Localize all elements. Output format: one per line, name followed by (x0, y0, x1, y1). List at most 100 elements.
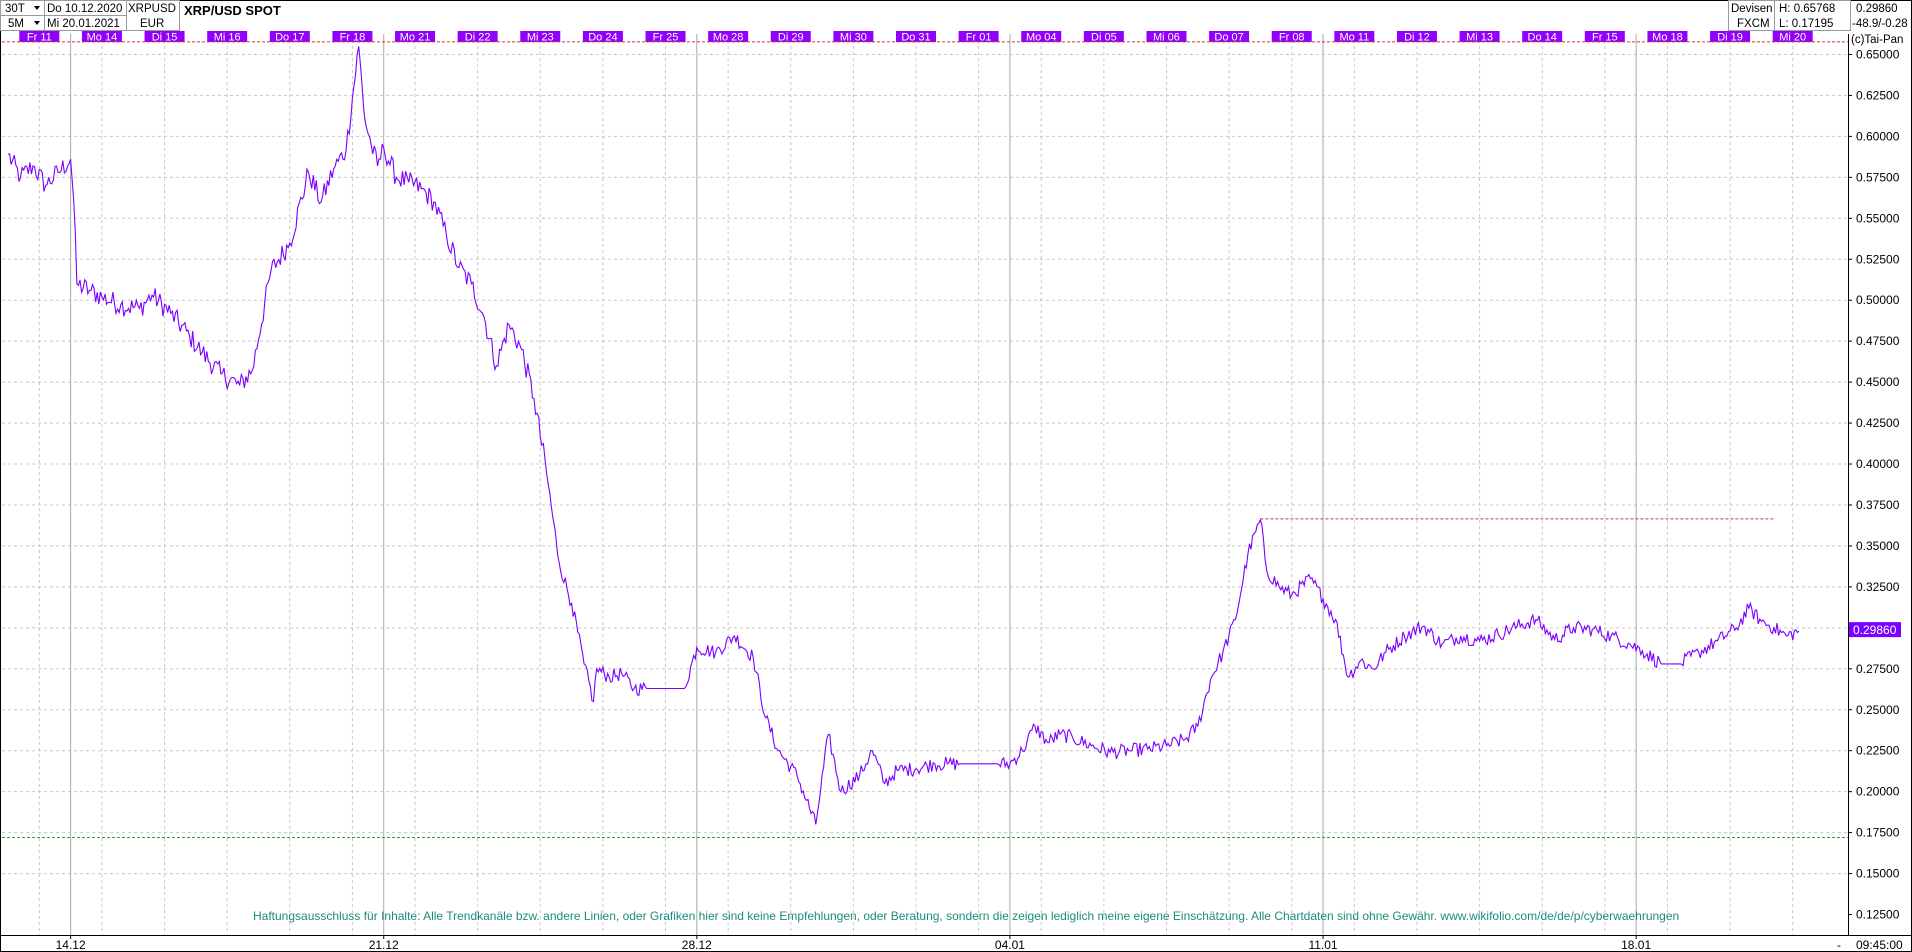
market: Devisen (1731, 3, 1773, 15)
day-label-bg (19, 31, 60, 42)
day-label: Fr 25 (653, 32, 679, 44)
x-axis: 14.12 21.12 28.12 04.01 11.01 18.01 (56, 935, 1651, 952)
day-label: Mo 11 (1339, 32, 1369, 44)
day-label: Mi 13 (1466, 32, 1493, 44)
source: FXCM (1737, 18, 1770, 30)
currency: EUR (140, 18, 164, 30)
header-bar: 30T 5M Do 10.12.2020 Mi 20.01.2021 XRPUS… (0, 0, 1908, 46)
disclaimer-text: Haftungsausschluss für Inhalte: Alle Tre… (253, 909, 1679, 923)
dropdown-arrow-icon[interactable] (34, 21, 40, 25)
day-label-bg (770, 31, 811, 42)
last-value-badge-bg (1849, 622, 1901, 638)
y-tick-label: 0.57500 (1856, 170, 1900, 184)
y-tick-label: 0.27500 (1856, 662, 1900, 676)
day-labels: Fr 11 Mo 14 Di 15 Mi 16 Do 17 Fr 18 Mo 21 Di 22… (19, 31, 1813, 44)
day-label-bg (1647, 31, 1688, 42)
y-tick-label: 0.17500 (1856, 826, 1900, 840)
day-label: Di 19 (1717, 32, 1743, 44)
y-tick-label: 0.42500 (1856, 416, 1900, 430)
day-label-bg (1396, 31, 1437, 42)
day-label: Mi 20 (1779, 32, 1806, 44)
y-tick-label: 0.55000 (1856, 211, 1900, 225)
day-label: Di 22 (465, 32, 491, 44)
day-label-bg (1584, 31, 1625, 42)
date-to: Mi 20.01.2021 (47, 18, 120, 30)
day-label: Mo 04 (1026, 32, 1057, 44)
day-label-bg (81, 31, 122, 42)
day-label: Di 12 (1404, 32, 1430, 44)
y-tick-label: 0.65000 (1856, 47, 1900, 61)
y-tick-label: 0.25000 (1856, 703, 1900, 717)
level-lines (2, 41, 1848, 839)
day-label: Do 14 (1528, 32, 1557, 44)
day-label: Do 17 (275, 32, 304, 44)
footer-dash: - (1837, 938, 1841, 952)
x-tick-label: 14.12 (56, 938, 86, 952)
symbol: XRPUSD (128, 3, 176, 15)
day-label-bg (645, 31, 686, 42)
y-tick-label: 0.37500 (1856, 498, 1900, 512)
interval-primary: 30T (5, 3, 25, 15)
day-label-bg (958, 31, 999, 42)
y-tick-label: 0.35000 (1856, 539, 1900, 553)
day-label-bg (1146, 31, 1187, 42)
change-value: -48.9/-0.28 (1852, 18, 1908, 30)
day-label-bg (520, 31, 561, 42)
last-value-badge-text: 0.29860 (1853, 623, 1897, 637)
day-label-bg (1710, 31, 1751, 42)
day-label: Mo 18 (1652, 32, 1683, 44)
x-tick-label: 18.01 (1621, 938, 1651, 952)
x-tick-label: 28.12 (682, 938, 712, 952)
y-tick-label: 0.62500 (1856, 88, 1900, 102)
y-tick-label: 0.40000 (1856, 457, 1900, 471)
day-label-bg (332, 31, 373, 42)
day-label: Mo 28 (713, 32, 744, 44)
last-value-badge: 0.29860 (1849, 622, 1901, 638)
interval-secondary: 5M (8, 18, 24, 30)
day-label: Do 31 (901, 32, 930, 44)
dropdown-arrow-icon[interactable] (34, 6, 40, 10)
day-label-bg (1083, 31, 1124, 42)
day-label: Di 15 (152, 32, 178, 44)
copyright: (c)Tai-Pan (1851, 34, 1903, 46)
day-label: Fr 15 (1592, 32, 1618, 44)
high-label: H: 0.65768 (1779, 3, 1835, 15)
day-label-bg (1334, 31, 1375, 42)
y-tick-label: 0.20000 (1856, 785, 1900, 799)
y-tick-label: 0.12500 (1856, 908, 1900, 922)
x-tick-label: 11.01 (1308, 938, 1337, 952)
grid-lines (2, 34, 1848, 935)
day-label-bg (708, 31, 749, 42)
y-tick-label: 0.52500 (1856, 252, 1900, 266)
day-label: Do 24 (588, 32, 617, 44)
day-label: Mo 21 (400, 32, 431, 44)
day-label-bg (395, 31, 436, 42)
high-low-box (1774, 0, 1851, 31)
x-tick-label: 21.12 (369, 938, 399, 952)
low-label: L: 0.17195 (1779, 18, 1833, 30)
y-tick-label: 0.50000 (1856, 293, 1900, 307)
y-tick-label: 0.60000 (1856, 129, 1900, 143)
day-label-bg (1209, 31, 1250, 42)
y-tick-label: 0.15000 (1856, 867, 1900, 881)
chart-title: XRP/USD SPOT (184, 3, 281, 18)
day-label: Fr 01 (966, 32, 992, 44)
last-value-header: 0.29860 (1856, 3, 1898, 15)
day-label: Mi 23 (527, 32, 554, 44)
y-tick-label: 0.47500 (1856, 334, 1900, 348)
y-tick-label: 0.32500 (1856, 580, 1900, 594)
day-label: Fr 08 (1279, 32, 1305, 44)
day-label-bg (1021, 31, 1062, 42)
symbol-box (126, 0, 180, 31)
day-label: Di 05 (1091, 32, 1117, 44)
day-label-bg (833, 31, 874, 42)
day-label-bg (1522, 31, 1563, 42)
date-from: Do 10.12.2020 (47, 3, 122, 15)
day-label: Mi 16 (214, 32, 241, 44)
day-label-bg (269, 31, 310, 42)
day-label-bg (1459, 31, 1500, 42)
day-label-bg (1271, 31, 1312, 42)
x-tick-label: 04.01 (995, 938, 1025, 952)
